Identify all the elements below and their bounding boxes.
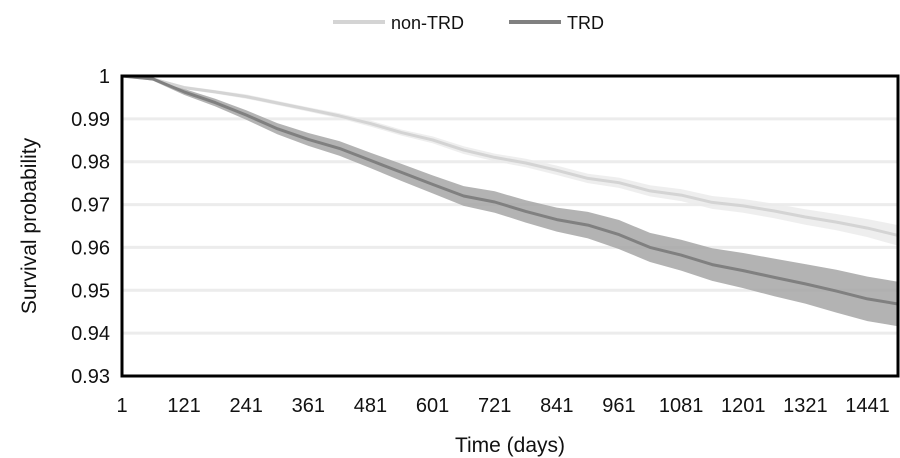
x-tick-label: 961: [602, 395, 635, 417]
x-tick-label: 361: [292, 395, 325, 417]
y-tick-label: 0.97: [71, 195, 110, 217]
legend-label-trd: TRD: [567, 13, 604, 33]
x-axis-ticks: 1 121 241 361 481 601 721 841 961 1081 1201 1321 144…: [116, 395, 889, 417]
legend: non-TRD TRD: [333, 13, 604, 33]
x-tick-label: 481: [354, 395, 387, 417]
x-axis-title: Time (days): [455, 434, 565, 457]
band-trd: [122, 76, 898, 327]
y-tick-label: 0.94: [71, 323, 110, 345]
x-tick-label: 841: [540, 395, 573, 417]
x-tick-label: 721: [478, 395, 511, 417]
y-axis-ticks: 0.93 0.94 0.95 0.96 0.97 0.98 0.99 1: [71, 66, 110, 388]
gridlines: [122, 117, 898, 335]
confidence-bands: [122, 76, 898, 327]
legend-label-non-trd: non-TRD: [391, 13, 464, 33]
y-tick-label: 0.98: [71, 152, 110, 174]
x-tick-label: 1081: [659, 395, 704, 417]
y-tick-label: 1: [99, 66, 110, 88]
y-tick-label: 0.99: [71, 109, 110, 131]
x-tick-label: 1201: [721, 395, 766, 417]
x-tick-label: 121: [167, 395, 200, 417]
plot-area-frame: [120, 74, 900, 378]
x-tick-label: 1321: [783, 395, 828, 417]
series-line-non-trd: [121, 74, 899, 237]
x-tick-label: 1: [116, 395, 127, 417]
series-lines: [121, 74, 899, 306]
y-axis-title: Survival probability: [18, 137, 41, 314]
y-tick-label: 0.93: [71, 366, 110, 388]
x-tick-label: 601: [416, 395, 449, 417]
series-line-trd: [121, 74, 899, 306]
x-tick-label: 1441: [845, 395, 890, 417]
y-tick-label: 0.95: [71, 280, 110, 302]
x-tick-label: 241: [230, 395, 263, 417]
y-tick-label: 0.96: [71, 237, 110, 259]
